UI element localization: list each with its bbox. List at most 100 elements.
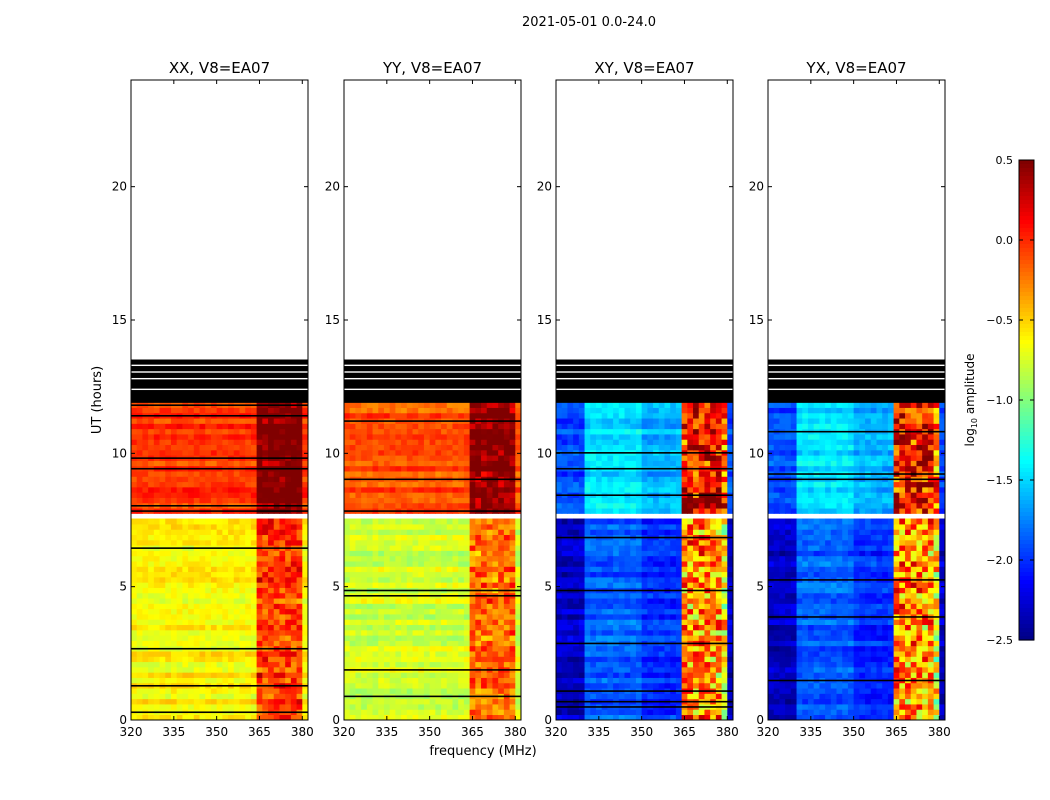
colorbar-step <box>1019 292 1034 297</box>
colorbar-step <box>1019 328 1034 333</box>
colorbar-step <box>1019 180 1034 185</box>
colorbar-step <box>1019 204 1034 209</box>
colorbar-step <box>1019 300 1034 305</box>
colorbar-step <box>1019 284 1034 289</box>
colorbar-tick-label: −1.5 <box>986 474 1013 487</box>
colorbar-step <box>1019 240 1034 245</box>
y-axis-label: UT (hours) <box>90 366 105 434</box>
colorbar-step <box>1019 596 1034 601</box>
colorbar-step <box>1019 344 1034 349</box>
colorbar-step <box>1019 464 1034 469</box>
colorbar-label-main: log <box>963 428 977 446</box>
colorbar-step <box>1019 384 1034 389</box>
colorbar-step <box>1019 628 1034 633</box>
colorbar-step <box>1019 360 1034 365</box>
colorbar-step <box>1019 220 1034 225</box>
colorbar: 0.5 0.0 −0.5 −1.0 −1.5 −2.0 −2.5 log10 amplitud… <box>963 154 1035 647</box>
y-tick-label: 10 <box>112 446 127 460</box>
x-tick-label: 320 <box>333 725 356 739</box>
colorbar-step <box>1019 224 1034 229</box>
colorbar-step <box>1019 296 1034 301</box>
x-tick-label: 350 <box>630 725 653 739</box>
colorbar-step <box>1019 620 1034 625</box>
colorbar-step <box>1019 196 1034 201</box>
colorbar-step <box>1019 308 1034 313</box>
x-tick-label: 335 <box>799 725 822 739</box>
colorbar-label: log10 amplitude <box>963 354 979 447</box>
colorbar-step <box>1019 268 1034 273</box>
colorbar-tick-label: −1.0 <box>986 394 1013 407</box>
y-tick-label: 5 <box>332 580 340 594</box>
x-tick-label: 380 <box>504 725 527 739</box>
colorbar-step <box>1019 168 1034 173</box>
heatmap-yx <box>768 359 945 720</box>
y-tick-label: 20 <box>325 180 340 194</box>
x-tick-label: 350 <box>842 725 865 739</box>
colorbar-step <box>1019 320 1034 325</box>
colorbar-step <box>1019 200 1034 205</box>
colorbar-step <box>1019 392 1034 397</box>
colorbar-step <box>1019 508 1034 513</box>
colorbar-tick-label: 0.0 <box>996 234 1014 247</box>
colorbar-step <box>1019 312 1034 317</box>
y-tick-label: 15 <box>749 313 764 327</box>
colorbar-tick-label: −0.5 <box>986 314 1013 327</box>
colorbar-step <box>1019 532 1034 537</box>
colorbar-step <box>1019 396 1034 401</box>
x-tick-label: 380 <box>716 725 739 739</box>
colorbar-step <box>1019 260 1034 265</box>
colorbar-step <box>1019 472 1034 477</box>
colorbar-step <box>1019 340 1034 345</box>
x-tick-label: 365 <box>461 725 484 739</box>
colorbar-step <box>1019 432 1034 437</box>
colorbar-tick-label: −2.5 <box>986 634 1013 647</box>
colorbar-step <box>1019 572 1034 577</box>
colorbar-step <box>1019 580 1034 585</box>
colorbar-step <box>1019 228 1034 233</box>
panel-yy: YY, V8=EA07 320 335 350 365 380 0 5 10 15 20 <box>325 59 527 739</box>
colorbar-label-tail: amplitude <box>963 354 977 418</box>
colorbar-step <box>1019 512 1034 517</box>
heatmap-xx <box>131 359 308 720</box>
colorbar-step <box>1019 468 1034 473</box>
x-tick-label: 335 <box>162 725 185 739</box>
colorbar-step <box>1019 368 1034 373</box>
colorbar-step <box>1019 556 1034 561</box>
x-tick-label: 380 <box>291 725 314 739</box>
colorbar-step <box>1019 636 1034 641</box>
x-tick-label: 320 <box>545 725 568 739</box>
colorbar-step <box>1019 216 1034 221</box>
colorbar-step <box>1019 456 1034 461</box>
colorbar-step <box>1019 232 1034 237</box>
colorbar-step <box>1019 348 1034 353</box>
panel-title: YX, V8=EA07 <box>805 59 906 77</box>
axes-frame <box>130 79 309 721</box>
colorbar-step <box>1019 352 1034 357</box>
x-tick-label: 335 <box>587 725 610 739</box>
colorbar-step <box>1019 560 1034 565</box>
colorbar-step <box>1019 248 1034 253</box>
x-tick-label: 320 <box>757 725 780 739</box>
colorbar-step <box>1019 408 1034 413</box>
colorbar-step <box>1019 564 1034 569</box>
y-tick-label: 10 <box>749 446 764 460</box>
y-tick-label: 0 <box>544 713 552 727</box>
colorbar-step <box>1019 516 1034 521</box>
colorbar-step <box>1019 276 1034 281</box>
colorbar-step <box>1019 576 1034 581</box>
colorbar-step <box>1019 536 1034 541</box>
x-tick-label: 380 <box>928 725 951 739</box>
colorbar-step <box>1019 280 1034 285</box>
colorbar-step <box>1019 504 1034 509</box>
colorbar-step <box>1019 584 1034 589</box>
colorbar-step <box>1019 612 1034 617</box>
colorbar-step <box>1019 608 1034 613</box>
colorbar-step <box>1019 448 1034 453</box>
colorbar-step <box>1019 304 1034 309</box>
x-tick-label: 350 <box>418 725 441 739</box>
colorbar-step <box>1019 188 1034 193</box>
colorbar-step <box>1019 236 1034 241</box>
colorbar-step <box>1019 416 1034 421</box>
x-axis-label: frequency (MHz) <box>429 744 536 759</box>
